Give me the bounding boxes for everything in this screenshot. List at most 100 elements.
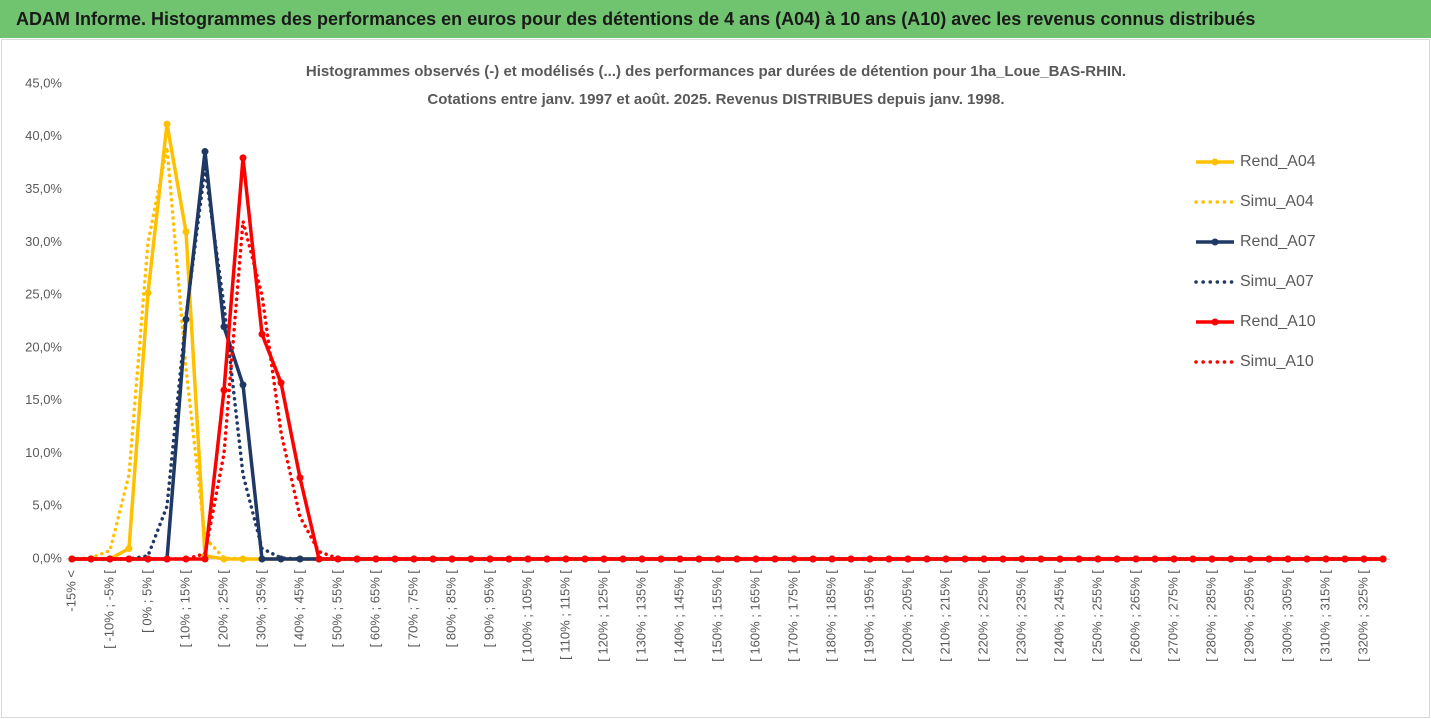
series-marker bbox=[125, 555, 133, 563]
series-marker bbox=[163, 120, 171, 128]
x-tick-label: [ 50% ; 55% [ bbox=[329, 570, 344, 648]
x-tick-label: [ 290% ; 295% [ bbox=[1241, 570, 1256, 662]
x-tick-label: [ 310% ; 315% [ bbox=[1317, 570, 1332, 662]
header-bar bbox=[0, 0, 1431, 38]
x-tick-label: [ 280% ; 285% [ bbox=[1203, 570, 1218, 662]
series-marker bbox=[410, 555, 418, 563]
series-marker bbox=[239, 381, 247, 389]
series-marker bbox=[581, 555, 589, 563]
series-marker bbox=[201, 148, 209, 156]
legend-label: Rend_A07 bbox=[1240, 233, 1316, 250]
series-marker bbox=[391, 555, 399, 563]
series-marker bbox=[239, 154, 247, 162]
series-marker bbox=[1075, 555, 1083, 563]
series-marker bbox=[315, 555, 323, 563]
x-tick-label: [ 140% ; 145% [ bbox=[671, 570, 686, 662]
y-tick-label: 45,0% bbox=[25, 75, 62, 90]
x-tick-label: [ 230% ; 235% [ bbox=[1013, 570, 1028, 662]
x-tick-label: [ 110% ; 115% [ bbox=[557, 570, 572, 660]
x-tick-label: [ 40% ; 45% [ bbox=[291, 570, 306, 648]
x-tick-label: [ 270% ; 275% [ bbox=[1165, 570, 1180, 662]
legend-label: Simu_A04 bbox=[1240, 193, 1314, 210]
y-tick-label: 5,0% bbox=[32, 498, 62, 513]
x-tick-label: [ 60% ; 65% [ bbox=[367, 570, 382, 648]
series-marker bbox=[714, 555, 722, 563]
x-tick-label: [ 220% ; 225% [ bbox=[975, 570, 990, 662]
x-tick-label: [ 250% ; 255% [ bbox=[1089, 570, 1104, 662]
series-marker bbox=[163, 555, 171, 563]
y-tick-label: 35,0% bbox=[25, 181, 62, 196]
x-tick-label: [ 200% ; 205% [ bbox=[899, 570, 914, 662]
series-marker bbox=[296, 474, 304, 482]
series-marker bbox=[144, 555, 152, 563]
header-title: ADAM Informe. Histogrammes des performan… bbox=[16, 9, 1255, 29]
x-tick-label: [ 300% ; 305% [ bbox=[1279, 570, 1294, 662]
series-marker bbox=[182, 228, 190, 236]
series-marker bbox=[771, 555, 779, 563]
x-tick-label: [ 130% ; 135% [ bbox=[633, 570, 648, 662]
series-marker bbox=[600, 555, 608, 563]
series-marker bbox=[1246, 555, 1254, 563]
series-marker bbox=[1227, 555, 1235, 563]
legend-marker bbox=[1211, 318, 1219, 326]
x-tick-label: [ -10% ; -5% [ bbox=[101, 570, 116, 649]
x-tick-label: [ 0% ; 5% [ bbox=[139, 570, 154, 633]
y-tick-label: 20,0% bbox=[25, 339, 62, 354]
series-marker bbox=[220, 386, 228, 394]
chart-border bbox=[1, 39, 1430, 718]
series-line bbox=[70, 219, 1385, 561]
x-tick-label: [ 240% ; 245% [ bbox=[1051, 570, 1066, 662]
x-tick-label: [ 10% ; 15% [ bbox=[177, 570, 192, 648]
legend-label: Simu_A07 bbox=[1240, 273, 1314, 290]
y-tick-label: 10,0% bbox=[25, 445, 62, 460]
series-marker bbox=[1037, 555, 1045, 563]
x-tick-label: [ 180% ; 185% [ bbox=[823, 570, 838, 662]
series-marker bbox=[125, 544, 133, 552]
series-marker bbox=[258, 555, 266, 563]
series-marker bbox=[296, 555, 304, 563]
series-line bbox=[70, 166, 1385, 561]
y-tick-label: 15,0% bbox=[25, 392, 62, 407]
x-tick-label: [ 160% ; 165% [ bbox=[747, 570, 762, 662]
series-marker bbox=[904, 555, 912, 563]
y-tick-label: 0,0% bbox=[32, 550, 62, 565]
series-marker bbox=[885, 555, 893, 563]
series-marker bbox=[1265, 555, 1273, 563]
chart-subtitle: Cotations entre janv. 1997 et août. 2025… bbox=[427, 91, 1004, 108]
series-marker bbox=[277, 379, 285, 387]
series-marker bbox=[144, 289, 152, 297]
x-tick-label: [ 320% ; 325% [ bbox=[1355, 570, 1370, 662]
series-marker bbox=[752, 555, 760, 563]
series-marker bbox=[543, 555, 551, 563]
series-line bbox=[72, 156, 1383, 561]
legend-marker bbox=[1211, 238, 1219, 246]
x-tick-label: [ 190% ; 195% [ bbox=[861, 570, 876, 662]
series-marker bbox=[1094, 555, 1102, 563]
y-tick-label: 30,0% bbox=[25, 234, 62, 249]
legend-label: Simu_A10 bbox=[1240, 353, 1314, 370]
series-marker bbox=[201, 555, 209, 563]
x-tick-label: [ 150% ; 155% [ bbox=[709, 570, 724, 662]
y-tick-label: 40,0% bbox=[25, 128, 62, 143]
series-marker bbox=[562, 555, 570, 563]
series-marker bbox=[1056, 555, 1064, 563]
x-tick-label: [ 170% ; 175% [ bbox=[785, 570, 800, 662]
series-marker bbox=[1379, 555, 1387, 563]
legend-label: Rend_A04 bbox=[1240, 153, 1316, 170]
series-marker bbox=[733, 555, 741, 563]
series-marker bbox=[258, 330, 266, 338]
x-tick-label: [ 20% ; 25% [ bbox=[215, 570, 230, 648]
x-tick-label: [ 100% ; 105% [ bbox=[519, 570, 534, 662]
x-tick-label: [ 90% ; 95% [ bbox=[481, 570, 496, 648]
x-tick-label: [ 120% ; 125% [ bbox=[595, 570, 610, 662]
x-tick-label: [ 260% ; 265% [ bbox=[1127, 570, 1142, 662]
legend-marker bbox=[1211, 158, 1219, 166]
x-tick-label: [ 210% ; 215% [ bbox=[937, 570, 952, 662]
x-tick-label: [ 70% ; 75% [ bbox=[405, 570, 420, 648]
y-tick-label: 25,0% bbox=[25, 287, 62, 302]
x-tick-label: [ 80% ; 85% [ bbox=[443, 570, 458, 648]
legend-label: Rend_A10 bbox=[1240, 313, 1316, 330]
series-marker bbox=[923, 555, 931, 563]
chart-title: Histogrammes observés (-) et modélisés (… bbox=[306, 63, 1126, 80]
